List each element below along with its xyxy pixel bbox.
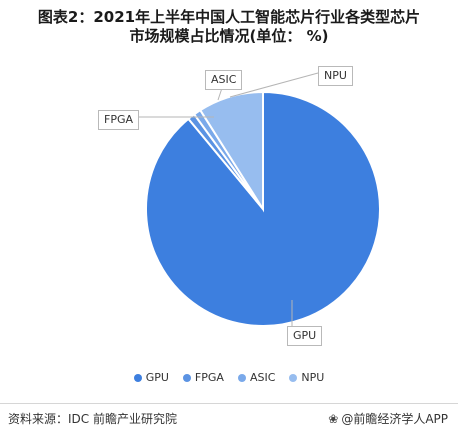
title-line-2: 市场规模占比情况(单位： %): [129, 27, 329, 45]
footer: 资料来源：IDC 前瞻产业研究院 ❀ @前瞻经济学人APP: [0, 403, 458, 434]
brand-text: @前瞻经济学人APP: [341, 412, 448, 426]
paw-icon: ❀: [328, 411, 339, 426]
slice-label-fpga: FPGA: [98, 110, 140, 130]
slice-label-gpu: GPU: [287, 326, 323, 346]
legend-swatch-asic: [237, 373, 246, 382]
pie-chart: [139, 72, 381, 327]
title-line-1: 图表2：2021年上半年中国人工智能芯片行业各类型芯片: [37, 8, 421, 26]
chart-legend: GPU FPGA ASIC NPU: [0, 371, 458, 384]
legend-item-npu: NPU: [289, 371, 324, 384]
legend-swatch-gpu: [133, 373, 142, 382]
legend-item-gpu: GPU: [133, 371, 169, 384]
source-text: 资料来源：IDC 前瞻产业研究院: [8, 412, 177, 426]
legend-swatch-fpga: [182, 373, 191, 382]
pie-slices: [145, 90, 381, 327]
legend-label-gpu: GPU: [145, 371, 169, 384]
legend-swatch-npu: [289, 373, 298, 382]
slice-label-asic: ASIC: [205, 70, 243, 90]
leader-line-npu: [229, 72, 319, 98]
legend-label-fpga: FPGA: [194, 371, 224, 384]
slice-label-npu: NPU: [318, 66, 353, 86]
legend-label-npu: NPU: [301, 371, 325, 384]
legend-item-asic: ASIC: [237, 371, 276, 384]
legend-item-fpga: FPGA: [182, 371, 224, 384]
legend-label-asic: ASIC: [249, 371, 276, 384]
brand-credit: ❀ @前瞻经济学人APP: [328, 410, 448, 427]
chart-title: 图表2：2021年上半年中国人工智能芯片行业各类型芯片 市场规模占比情况(单位：…: [0, 8, 458, 46]
